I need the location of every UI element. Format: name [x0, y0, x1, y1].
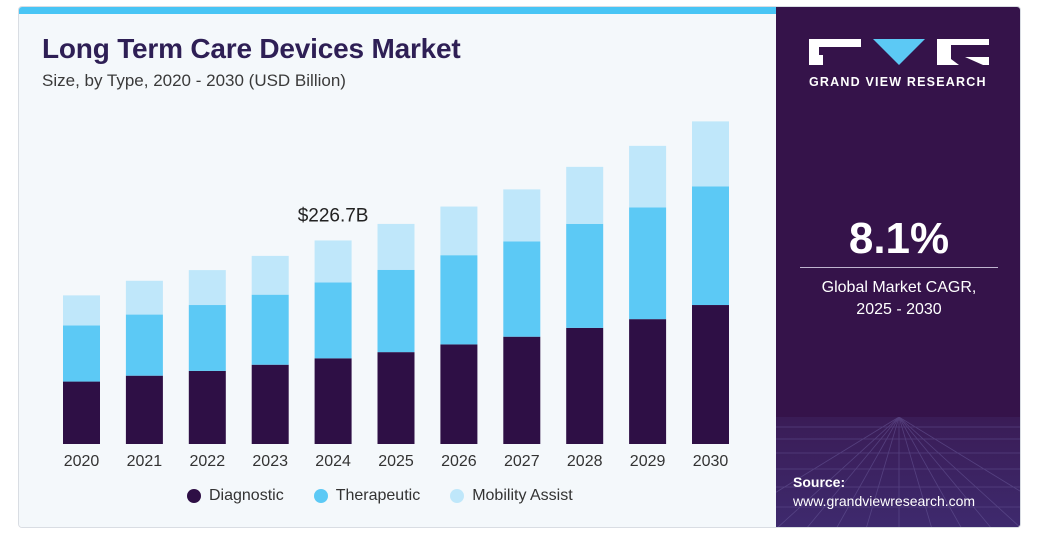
bar-segment-mobility-assist-2025: [377, 223, 415, 270]
bar-segment-mobility-assist-2021: [125, 280, 163, 315]
bar-segment-diagnostic-2025: [377, 352, 415, 444]
x-tick-label: 2027: [504, 453, 540, 470]
value-annotation: $226.7B: [298, 205, 369, 226]
divider: [800, 267, 998, 268]
bar-segment-diagnostic-2030: [692, 305, 729, 444]
bar-segment-mobility-assist-2020: [63, 295, 100, 326]
bar-segment-therapeutic-2030: [692, 186, 729, 306]
legend-swatch: [450, 489, 465, 503]
bar-segment-mobility-assist-2028: [566, 166, 604, 224]
bar-segment-therapeutic-2021: [125, 314, 163, 376]
bar-segment-diagnostic-2021: [125, 375, 163, 444]
bar-segment-therapeutic-2023: [251, 294, 289, 365]
bar-segment-mobility-assist-2022: [188, 270, 226, 306]
x-tick-label: 2022: [190, 453, 226, 470]
grand-view-research-logo: [809, 39, 989, 65]
bar-segment-diagnostic-2020: [63, 381, 100, 444]
bar-segment-therapeutic-2027: [503, 241, 541, 337]
bar-segment-diagnostic-2029: [629, 319, 667, 444]
bar-segment-therapeutic-2025: [377, 269, 415, 353]
bar-segment-diagnostic-2027: [503, 336, 541, 444]
bar-segment-mobility-assist-2029: [629, 145, 667, 208]
bar-segment-diagnostic-2026: [440, 344, 478, 444]
brand-name: GRAND VIEW RESEARCH: [809, 75, 987, 89]
legend-label: Diagnostic: [209, 487, 284, 504]
info-sidebar: GRAND VIEW RESEARCH 8.1% Global Market C…: [776, 7, 1020, 527]
cagr-value: 8.1%: [848, 214, 950, 263]
x-tick-label: 2025: [378, 453, 414, 470]
bar-segment-therapeutic-2029: [629, 207, 667, 320]
x-tick-label: 2023: [252, 453, 288, 470]
x-tick-label: 2024: [315, 453, 351, 470]
cagr-label-line1: Global Market CAGR,: [821, 279, 977, 296]
bar-segment-therapeutic-2024: [314, 282, 352, 359]
chart-title: Long Term Care Devices Market: [42, 33, 461, 64]
bar-segment-therapeutic-2020: [63, 325, 100, 382]
bar-segment-mobility-assist-2026: [440, 206, 478, 256]
bar-segment-diagnostic-2023: [251, 364, 289, 444]
bar-segment-mobility-assist-2030: [692, 121, 729, 187]
cagr-label-line2: 2025 - 2030: [856, 301, 942, 318]
bar-segment-diagnostic-2028: [566, 327, 604, 444]
bar-segment-therapeutic-2028: [566, 223, 604, 328]
stacked-bar-chart: 2020 2021 2022 2023 2024 2025 2026 2027 2028 2029…: [63, 121, 729, 470]
grid-decoration: [776, 417, 1020, 527]
accent-bar: [19, 7, 776, 14]
bar-segment-diagnostic-2024: [314, 358, 352, 444]
legend-swatch: [313, 489, 328, 503]
legend-item-diagnostic: Diagnostic: [187, 487, 284, 505]
bar-segment-therapeutic-2026: [440, 255, 478, 345]
x-tick-label: 2026: [441, 453, 477, 470]
legend-item-therapeutic: Therapeutic: [313, 487, 421, 505]
bar-segment-therapeutic-2022: [188, 305, 226, 371]
chart-card: Long Term Care Devices Market Size, by T…: [18, 6, 1021, 528]
bar-segment-mobility-assist-2027: [503, 189, 541, 242]
source-label: Source:: [793, 474, 846, 490]
chart-legend: Diagnostic Therapeutic Mobility Assist: [187, 487, 573, 505]
cagr-label: Global Market CAGR, 2025 - 2030: [776, 277, 1020, 321]
legend-label: Mobility Assist: [472, 487, 573, 504]
x-tick-label: 2028: [567, 453, 603, 470]
source-url: www.grandviewresearch.com: [793, 493, 976, 509]
legend-swatch: [187, 489, 201, 503]
chart-panel: Long Term Care Devices Market Size, by T…: [19, 7, 776, 527]
bar-segment-mobility-assist-2024: [314, 240, 352, 283]
x-tick-label: 2020: [64, 453, 100, 470]
legend-item-mobility-assist: Mobility Assist: [450, 487, 573, 505]
chart-subtitle: Size, by Type, 2020 - 2030 (USD Billion): [42, 71, 346, 90]
x-tick-label: 2021: [127, 453, 163, 470]
x-tick-label: 2029: [630, 453, 666, 470]
x-tick-label: 2030: [693, 453, 729, 470]
bar-segment-mobility-assist-2023: [251, 255, 289, 295]
bar-segment-diagnostic-2022: [188, 370, 226, 444]
legend-label: Therapeutic: [335, 487, 421, 504]
